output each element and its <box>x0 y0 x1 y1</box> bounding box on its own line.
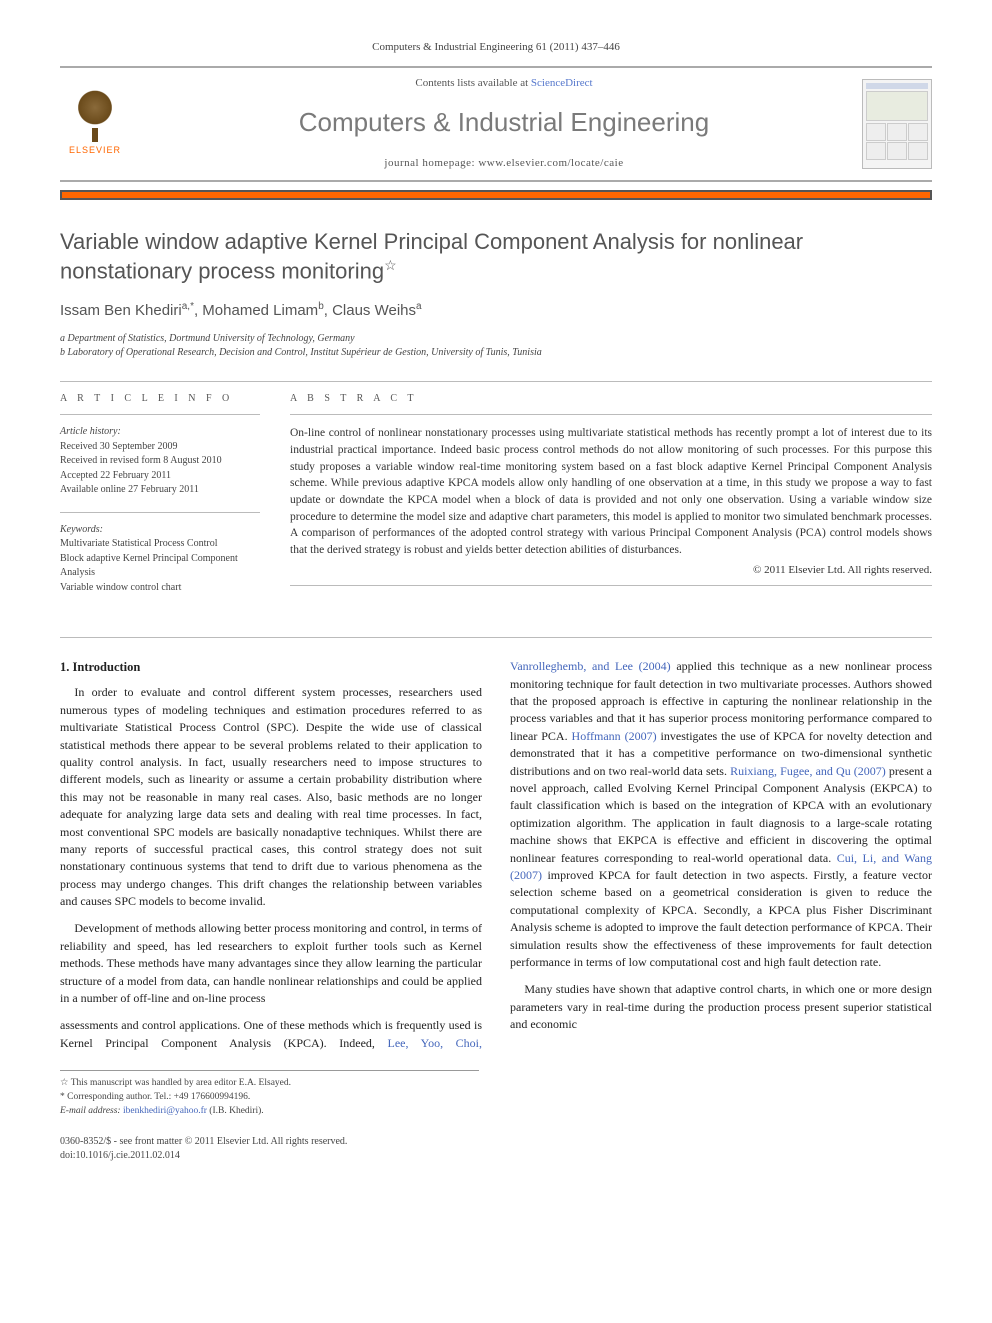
abstract-heading: A B S T R A C T <box>290 392 932 407</box>
footer-issn: 0360-8352/$ - see front matter © 2011 El… <box>60 1135 932 1150</box>
author-2: , Mohamed Limam <box>194 302 318 319</box>
keyword-3: Variable window control chart <box>60 581 260 596</box>
email-address[interactable]: ibenkhediri@yahoo.fr <box>123 1106 207 1116</box>
author-1: Issam Ben Khediri <box>60 302 182 319</box>
keywords-label: Keywords: <box>60 523 260 538</box>
footnotes: ☆ This manuscript was handled by area ed… <box>60 1070 479 1118</box>
footnote-corresponding: * Corresponding author. Tel.: +49 176600… <box>60 1091 479 1105</box>
journal-name: Computers & Industrial Engineering <box>146 104 862 142</box>
title-text: Variable window adaptive Kernel Principa… <box>60 229 803 284</box>
paragraph-1: In order to evaluate and control differe… <box>60 684 482 910</box>
abstract-text: On-line control of nonlinear nonstationa… <box>290 425 932 558</box>
title-footnote-star: ☆ <box>384 257 397 273</box>
author-3-affil: a <box>416 301 422 312</box>
keywords-block: Keywords: Multivariate Statistical Proce… <box>60 523 260 596</box>
journal-homepage: journal homepage: www.elsevier.com/locat… <box>146 156 862 172</box>
affiliations: a Department of Statistics, Dortmund Uni… <box>60 332 932 361</box>
footnote-star: ☆ This manuscript was handled by area ed… <box>60 1077 479 1091</box>
citation-hoffmann-2007[interactable]: Hoffmann (2007) <box>572 729 657 743</box>
contents-available: Contents lists available at ScienceDirec… <box>146 76 862 92</box>
footnote-email: E-mail address: ibenkhediri@yahoo.fr (I.… <box>60 1105 479 1119</box>
email-who: (I.B. Khediri). <box>207 1106 264 1116</box>
article-title: Variable window adaptive Kernel Principa… <box>60 228 932 287</box>
keyword-1: Multivariate Statistical Process Control <box>60 537 260 552</box>
history-received: Received 30 September 2009 <box>60 440 260 455</box>
affiliation-a: a Department of Statistics, Dortmund Uni… <box>60 332 932 347</box>
author-1-affil: a,* <box>182 301 194 312</box>
contents-prefix: Contents lists available at <box>415 77 530 89</box>
elsevier-tree-icon <box>70 90 120 140</box>
affiliation-b: b Laboratory of Operational Research, De… <box>60 346 932 361</box>
journal-cover-thumbnail <box>862 79 932 169</box>
p3e: improved KPCA for fault detection in two… <box>510 868 932 969</box>
p3d: present a novel approach, called Evolvin… <box>510 764 932 865</box>
section-1-heading: 1. Introduction <box>60 658 482 676</box>
email-label: E-mail address: <box>60 1106 123 1116</box>
homepage-prefix: journal homepage: <box>384 157 478 169</box>
publisher-name: ELSEVIER <box>69 144 121 157</box>
abstract-column: A B S T R A C T On-line control of nonli… <box>290 392 932 610</box>
divider <box>60 381 932 382</box>
history-online: Available online 27 February 2011 <box>60 483 260 498</box>
article-info-column: A R T I C L E I N F O Article history: R… <box>60 392 260 610</box>
journal-reference: Computers & Industrial Engineering 61 (2… <box>60 40 932 56</box>
authors-line: Issam Ben Khediria,*, Mohamed Limamb, Cl… <box>60 300 932 322</box>
footer-doi: doi:10.1016/j.cie.2011.02.014 <box>60 1149 932 1164</box>
page-footer: 0360-8352/$ - see front matter © 2011 El… <box>60 1135 932 1164</box>
paragraph-4: Many studies have shown that adaptive co… <box>510 981 932 1033</box>
article-history: Article history: Received 30 September 2… <box>60 425 260 498</box>
orange-divider <box>60 190 932 200</box>
history-label: Article history: <box>60 425 260 440</box>
sciencedirect-link[interactable]: ScienceDirect <box>531 77 593 89</box>
citation-ruixiang-2007[interactable]: Ruixiang, Fugee, and Qu (2007) <box>730 764 886 778</box>
abstract-copyright: © 2011 Elsevier Ltd. All rights reserved… <box>290 563 932 579</box>
journal-header: ELSEVIER Contents lists available at Sci… <box>60 66 932 182</box>
elsevier-logo: ELSEVIER <box>60 84 130 164</box>
history-revised: Received in revised form 8 August 2010 <box>60 454 260 469</box>
paragraph-2: Development of methods allowing better p… <box>60 920 482 1007</box>
keyword-2: Block adaptive Kernel Principal Componen… <box>60 552 260 581</box>
article-info-heading: A R T I C L E I N F O <box>60 392 260 407</box>
homepage-url[interactable]: www.elsevier.com/locate/caie <box>478 157 623 169</box>
body-text: 1. Introduction In order to evaluate and… <box>60 658 932 1052</box>
author-3: , Claus Weihs <box>324 302 416 319</box>
history-accepted: Accepted 22 February 2011 <box>60 469 260 484</box>
divider <box>60 637 932 638</box>
